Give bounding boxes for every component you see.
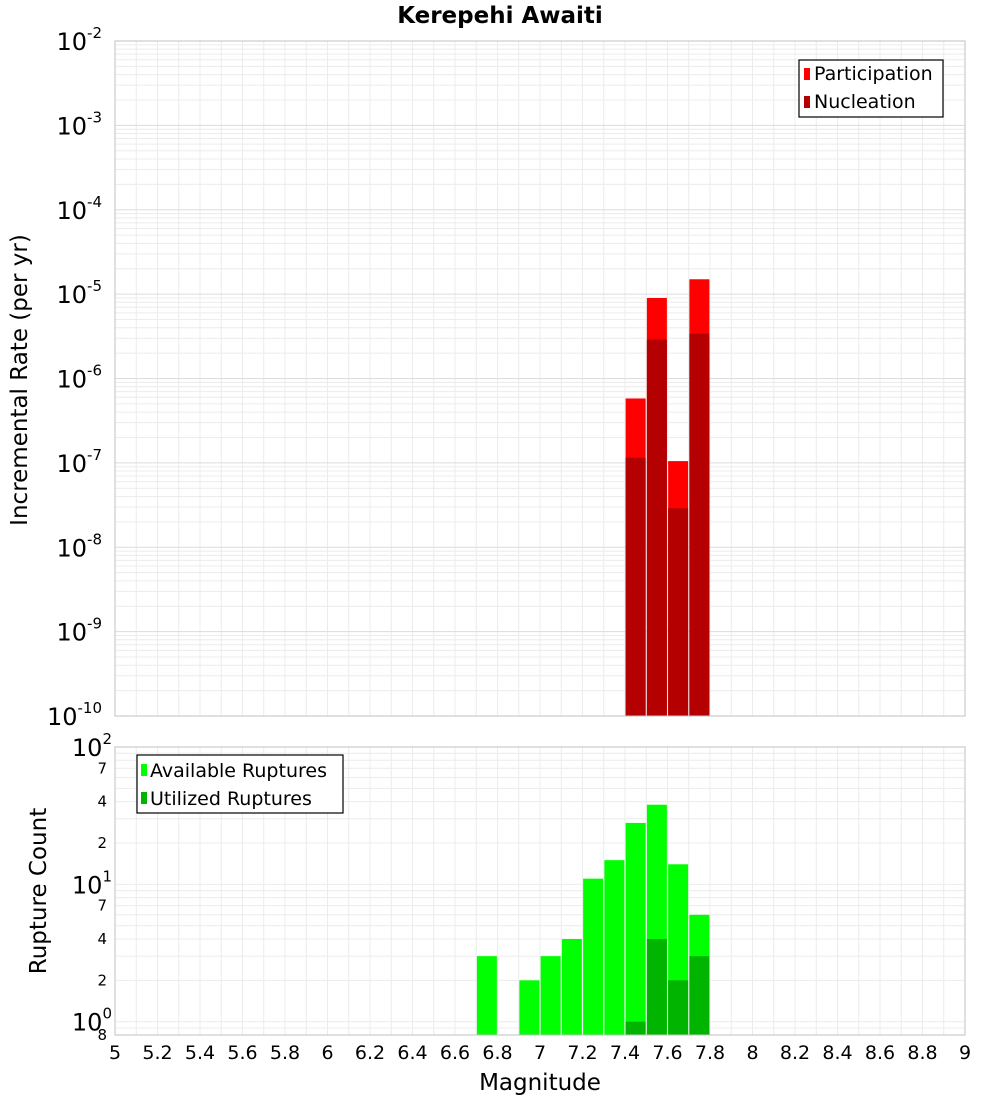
x-tick-label: 5 — [109, 1042, 121, 1064]
top-plot-border — [114, 40, 966, 717]
bottom-y-major-tick-label: 101 — [72, 867, 112, 899]
x-tick-label: 5.8 — [270, 1042, 300, 1064]
bottom-y-axis-label: Rupture Count — [26, 808, 52, 974]
x-axis-label: Magnitude — [479, 1070, 601, 1096]
top-y-tick-label: 10-8 — [56, 530, 102, 562]
top-y-tick-label: 10-9 — [56, 615, 102, 647]
bar-utilized — [668, 980, 689, 1035]
legend-swatch-utilized — [141, 792, 147, 804]
bar-available — [476, 956, 497, 1035]
x-tick-label: 7.4 — [610, 1042, 640, 1064]
bar-available — [604, 860, 625, 1035]
x-tick-label: 8.2 — [780, 1042, 810, 1064]
bottom-y-minor-tick-label: 2 — [97, 971, 107, 989]
bar-nucleation — [646, 339, 667, 716]
bar-available — [625, 822, 646, 1035]
legend-swatch-nucleation — [804, 96, 810, 108]
top-y-tick-labels: 10-10 10-9 10-8 10-7 10-6 10-5 10-4 10-3 10-2 — [47, 24, 102, 731]
bottom-y-minor-tick-label: 2 — [97, 834, 107, 852]
x-tick-label: 9 — [959, 1042, 971, 1064]
x-tick-label: 7 — [534, 1042, 546, 1064]
x-tick-label: 7.6 — [652, 1042, 682, 1064]
bar-available — [583, 878, 604, 1035]
bottom-y-minor-tick-label: 8 — [97, 1026, 107, 1044]
x-tick-label: 5.6 — [227, 1042, 257, 1064]
bar-utilized — [689, 956, 710, 1035]
x-tick-label: 6.8 — [482, 1042, 512, 1064]
bar-available — [540, 956, 561, 1035]
legend-label-available: Available Ruptures — [150, 760, 327, 782]
x-tick-labels: 5 5.2 5.4 5.6 5.8 6 6.2 6.4 6.6 6.8 7 7.2 7.4 7.6 7.8 8… — [109, 1042, 971, 1064]
x-tick-label: 8.8 — [907, 1042, 937, 1064]
chart-title: Kerepehi Awaiti — [397, 3, 603, 29]
top-y-tick-label: 10-6 — [56, 362, 102, 394]
top-bars — [625, 279, 710, 716]
x-tick-label: 6.2 — [355, 1042, 385, 1064]
bottom-y-tick-labels: 100 101 102 8 2 4 7 2 4 7 — [72, 730, 112, 1044]
bottom-legend: Available Ruptures Utilized Ruptures — [136, 754, 344, 814]
x-tick-label: 8.6 — [865, 1042, 895, 1064]
top-y-tick-label: 10-4 — [56, 193, 102, 225]
bar-utilized — [646, 939, 667, 1035]
x-tick-label: 8.4 — [822, 1042, 852, 1064]
legend-label-participation: Participation — [814, 63, 933, 85]
top-y-tick-label: 10-10 — [47, 699, 102, 731]
x-tick-label: 7.8 — [695, 1042, 725, 1064]
bottom-y-major-tick-label: 102 — [72, 730, 112, 762]
legend-swatch-available — [141, 764, 147, 776]
top-y-tick-label: 10-7 — [56, 446, 102, 478]
bottom-y-minor-tick-label: 4 — [97, 930, 107, 948]
bottom-legend-box — [136, 754, 344, 814]
top-legend-box — [798, 59, 944, 118]
x-tick-label: 8 — [746, 1042, 758, 1064]
bottom-y-minor-tick-label: 7 — [97, 897, 107, 915]
bar-available — [519, 980, 540, 1035]
bottom-y-major-tick-label: 100 — [72, 1005, 112, 1037]
bottom-y-minor-tick-label: 4 — [97, 793, 107, 811]
bar-utilized — [625, 1021, 646, 1035]
top-y-tick-label: 10-5 — [56, 277, 102, 309]
x-tick-label: 6.6 — [440, 1042, 470, 1064]
top-legend: Participation Nucleation — [798, 59, 944, 118]
bar-available — [561, 939, 582, 1035]
x-tick-label: 6 — [321, 1042, 333, 1064]
bottom-plot-border — [114, 746, 966, 1036]
bar-nucleation — [625, 457, 646, 716]
x-tick-label: 7.2 — [567, 1042, 597, 1064]
top-y-tick-label: 10-2 — [56, 24, 102, 56]
top-grid — [114, 41, 966, 717]
x-tick-label: 5.2 — [142, 1042, 172, 1064]
legend-label-nucleation: Nucleation — [814, 91, 916, 113]
bottom-y-minor-tick-label: 7 — [97, 759, 107, 777]
x-tick-label: 5.4 — [185, 1042, 215, 1064]
bottom-bars — [476, 804, 710, 1035]
legend-swatch-participation — [804, 68, 810, 80]
legend-label-utilized: Utilized Ruptures — [150, 788, 312, 810]
bar-nucleation — [689, 333, 710, 716]
top-y-tick-label: 10-3 — [56, 108, 102, 140]
bar-nucleation — [668, 508, 689, 716]
top-y-axis-label: Incremental Rate (per yr) — [7, 234, 33, 526]
x-tick-label: 6.4 — [397, 1042, 427, 1064]
